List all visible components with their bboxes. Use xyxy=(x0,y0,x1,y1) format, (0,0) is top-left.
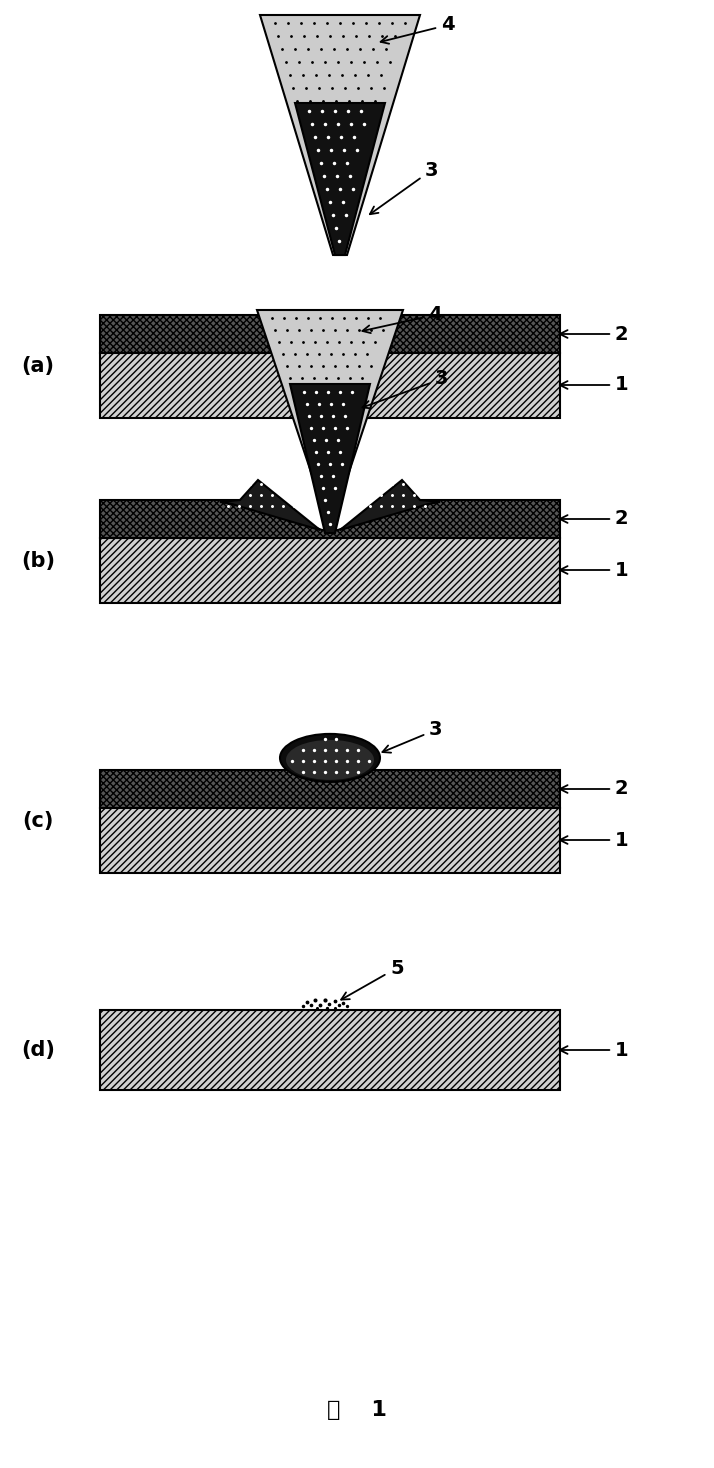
Text: 4: 4 xyxy=(363,305,441,333)
Polygon shape xyxy=(100,501,560,537)
Text: 1: 1 xyxy=(560,831,628,850)
Text: (c): (c) xyxy=(22,810,54,831)
Bar xyxy=(100,807,560,873)
Polygon shape xyxy=(340,480,440,530)
Bar xyxy=(100,537,560,603)
Text: (d): (d) xyxy=(21,1039,55,1060)
Text: 1: 1 xyxy=(560,561,628,580)
Text: 2: 2 xyxy=(560,324,628,344)
Bar xyxy=(100,316,560,352)
Ellipse shape xyxy=(286,740,374,780)
Text: 2: 2 xyxy=(560,780,628,799)
Bar xyxy=(100,352,560,418)
Polygon shape xyxy=(257,310,403,505)
Text: 1: 1 xyxy=(560,1041,628,1060)
Text: 3: 3 xyxy=(370,160,438,214)
Text: 1: 1 xyxy=(560,376,628,395)
Text: 3: 3 xyxy=(383,721,443,753)
Polygon shape xyxy=(290,385,370,533)
Text: 2: 2 xyxy=(560,509,628,528)
Polygon shape xyxy=(260,15,420,255)
Text: (a): (a) xyxy=(21,357,54,376)
Polygon shape xyxy=(295,103,385,255)
Text: 图    1: 图 1 xyxy=(327,1400,387,1420)
Bar xyxy=(100,771,560,807)
Text: (b): (b) xyxy=(21,550,55,571)
Ellipse shape xyxy=(280,734,380,782)
Bar xyxy=(100,1010,560,1091)
Text: 4: 4 xyxy=(381,16,455,44)
Text: 3: 3 xyxy=(363,370,448,408)
Text: 5: 5 xyxy=(341,959,403,1000)
Polygon shape xyxy=(220,480,320,530)
